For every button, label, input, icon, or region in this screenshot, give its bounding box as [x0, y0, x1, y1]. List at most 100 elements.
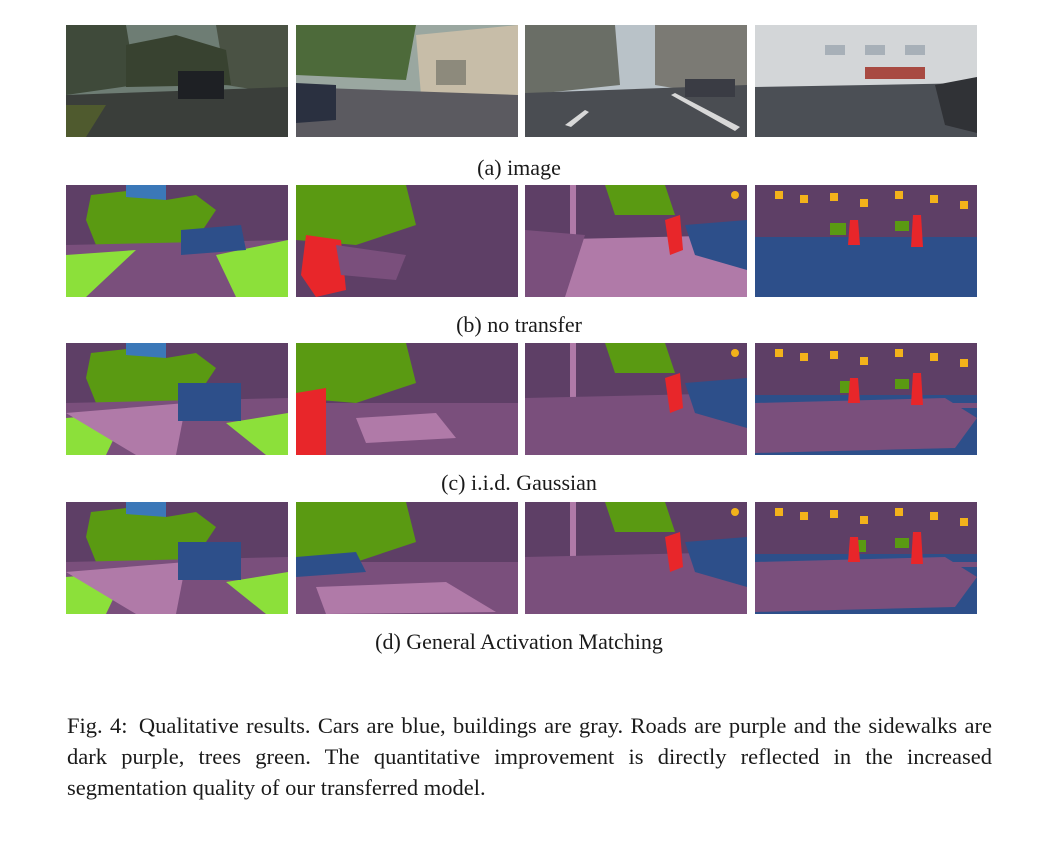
photo-road: [296, 87, 518, 137]
seg-person: [296, 388, 326, 455]
seg-building: [755, 227, 977, 237]
general-activation-matching-panel-1: [66, 502, 288, 614]
photo-window: [825, 45, 845, 55]
seg-grass: [66, 250, 136, 297]
seg-tree: [895, 379, 909, 389]
photo-building: [525, 25, 620, 95]
seg-road: [525, 552, 747, 614]
seg-tree: [296, 502, 416, 562]
seg-sign: [960, 518, 968, 526]
seg-sign: [731, 349, 739, 357]
seg-sky: [126, 185, 166, 200]
photo-car: [685, 79, 735, 97]
seg-tree: [605, 343, 675, 373]
seg-road: [525, 393, 747, 455]
seg-grass: [216, 240, 288, 297]
iid-gaussian-panel-4: [755, 343, 977, 455]
seg-sign: [860, 357, 868, 365]
seg-sign: [930, 512, 938, 520]
seg-sign: [830, 510, 838, 518]
seg-person: [301, 235, 346, 297]
seg-person: [911, 373, 923, 405]
seg-tree: [830, 223, 846, 235]
seg-car: [685, 378, 747, 428]
general-activation-matching-panel-2: [296, 502, 518, 614]
seg-tree: [895, 221, 909, 231]
seg-sign: [775, 191, 783, 199]
seg-road: [525, 235, 747, 297]
seg-sidewalk: [66, 403, 186, 455]
seg-sidewalk: [356, 413, 456, 443]
seg-road: [755, 403, 977, 408]
seg-sign: [960, 359, 968, 367]
seg-person: [848, 220, 860, 245]
seg-sign: [800, 512, 808, 520]
seg-person: [911, 215, 923, 247]
seg-road: [336, 245, 406, 280]
photo-road: [755, 83, 977, 137]
seg-person: [848, 537, 860, 562]
seg-car: [685, 537, 747, 587]
photo-awning: [865, 67, 925, 79]
seg-sign: [731, 508, 739, 516]
seg-grass: [226, 413, 288, 455]
photo-car: [178, 71, 224, 99]
no-transfer-panel-4: [755, 185, 977, 297]
seg-pole: [570, 502, 576, 562]
seg-sky: [126, 343, 166, 358]
seg-sky: [126, 502, 166, 517]
general-activation-matching-panel-4: [755, 502, 977, 614]
seg-road: [755, 398, 977, 453]
photo-road: [525, 85, 747, 137]
figure-label: Fig. 4:: [67, 713, 128, 738]
seg-road: [755, 562, 977, 567]
seg-car: [178, 383, 241, 421]
photo-car: [935, 77, 977, 133]
seg-road: [755, 557, 977, 612]
figure-caption-text: Qualitative results. Cars are blue, buil…: [67, 713, 992, 800]
iid-gaussian-panel-2: [296, 343, 518, 455]
image-panel-3: [525, 25, 747, 137]
photo-window: [436, 60, 466, 85]
seg-sign: [775, 349, 783, 357]
image-panel-4: [755, 25, 977, 137]
seg-pole: [570, 343, 576, 403]
seg-grass: [226, 572, 288, 614]
seg-sign: [895, 349, 903, 357]
seg-tree: [895, 538, 909, 548]
photo-lane: [671, 93, 740, 131]
seg-sign: [830, 193, 838, 201]
image-panel-2: [296, 25, 518, 137]
figure-caption: Fig. 4: Qualitative results. Cars are bl…: [67, 710, 992, 803]
seg-sign: [731, 191, 739, 199]
photo-building: [216, 25, 288, 95]
no-transfer-panel-2: [296, 185, 518, 297]
caption-d: (d) General Activation Matching: [375, 629, 663, 654]
seg-sign: [895, 191, 903, 199]
photo-building: [66, 25, 136, 95]
iid-gaussian-panel-3: [525, 343, 747, 455]
caption-a: (a) image: [477, 155, 561, 180]
seg-car: [178, 542, 241, 580]
seg-sign: [930, 195, 938, 203]
seg-person: [665, 215, 683, 255]
seg-car: [685, 220, 747, 270]
photo-road: [66, 87, 288, 137]
no-transfer-panel-1: [66, 185, 288, 297]
seg-tree: [605, 502, 675, 532]
photo-car: [296, 83, 336, 123]
seg-sidewalk: [316, 582, 496, 614]
seg-sign: [830, 351, 838, 359]
seg-sign: [800, 353, 808, 361]
no-transfer-panel-3: [525, 185, 747, 297]
seg-tree: [605, 185, 675, 215]
seg-tree: [296, 185, 416, 245]
photo-grass: [66, 105, 106, 137]
iid-gaussian-panel-1: [66, 343, 288, 455]
photo-window: [865, 45, 885, 55]
seg-sidewalk: [66, 562, 186, 614]
general-activation-matching-panel-3: [525, 502, 747, 614]
seg-sign: [860, 199, 868, 207]
seg-person: [848, 378, 860, 403]
seg-road: [525, 230, 585, 297]
